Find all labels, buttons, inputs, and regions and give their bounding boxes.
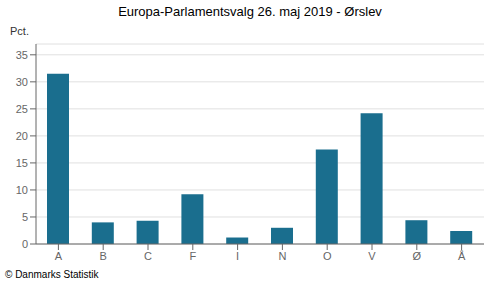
svg-text:5: 5	[22, 211, 28, 223]
svg-text:10: 10	[16, 184, 28, 196]
svg-text:20: 20	[16, 130, 28, 142]
svg-text:15: 15	[16, 157, 28, 169]
html-text:© Danmarks Statistik: © Danmarks Statistik	[5, 269, 99, 280]
html-text:Pct.: Pct.	[10, 25, 29, 37]
svg-text:A: A	[55, 250, 63, 262]
svg-text:Å: Å	[458, 250, 466, 262]
svg-text:N: N	[278, 250, 286, 262]
svg-text:B: B	[100, 250, 107, 262]
svg-text:F: F	[189, 250, 196, 262]
svg-text:O: O	[323, 250, 332, 262]
svg-text:C: C	[144, 250, 152, 262]
svg-text:Ø: Ø	[413, 250, 422, 262]
svg-text:V: V	[368, 250, 376, 262]
html-text:Europa-Parlamentsvalg 26. maj: Europa-Parlamentsvalg 26. maj 2019 - Ørs…	[118, 4, 382, 19]
svg-text:30: 30	[16, 76, 28, 88]
svg-text:0: 0	[22, 238, 28, 250]
svg-text:I: I	[236, 250, 239, 262]
svg-text:25: 25	[16, 103, 28, 115]
svg-text:35: 35	[16, 49, 28, 61]
